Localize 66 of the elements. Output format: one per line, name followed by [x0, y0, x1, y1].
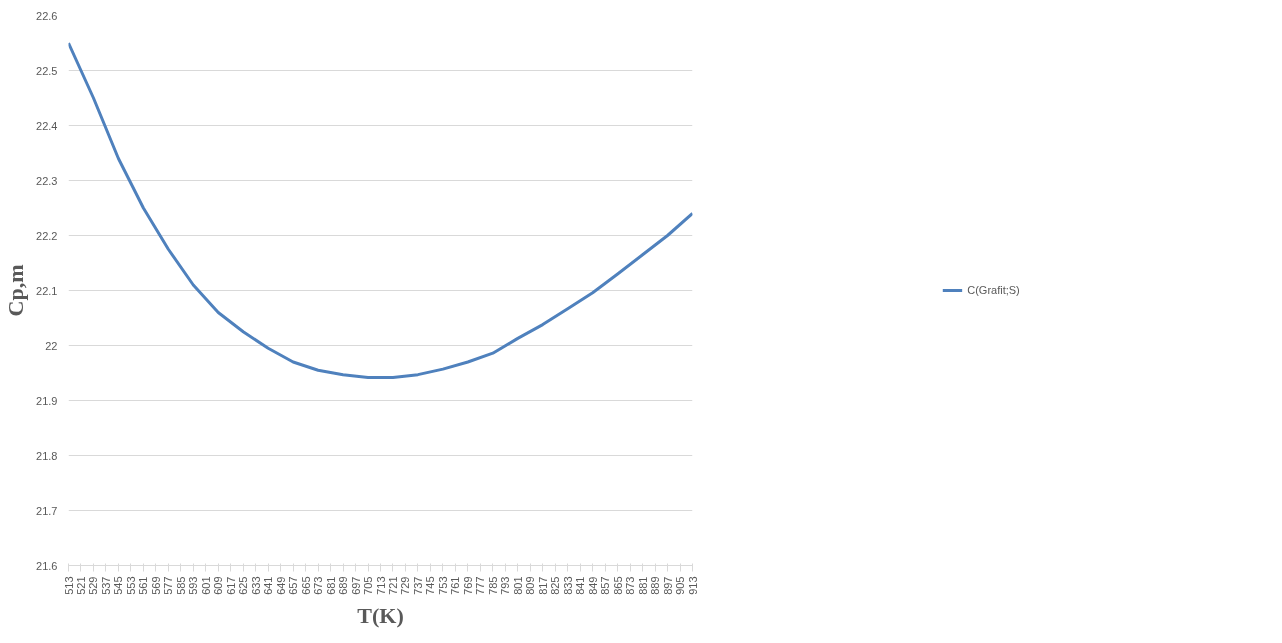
x-tick-label: 913: [686, 576, 699, 595]
x-tick-label: 881: [636, 576, 649, 595]
x-tick-label: 521: [74, 576, 87, 595]
y-tick-label: 22.3: [36, 174, 58, 187]
x-tick-label: 649: [274, 576, 287, 595]
x-tick-label: 561: [137, 576, 150, 595]
x-tick-label: 569: [149, 576, 162, 595]
y-tick-label: 21.9: [36, 394, 58, 407]
y-tick-label: 22: [45, 339, 58, 352]
x-tick-label: 905: [674, 576, 687, 595]
y-tick-label: 21.6: [36, 559, 58, 572]
x-tick-label: 793: [499, 576, 512, 595]
x-axis-title: T(K): [357, 602, 404, 628]
x-tick-label: 705: [362, 576, 375, 595]
y-tick-label: 21.7: [36, 504, 58, 517]
x-tick-label: 769: [461, 576, 474, 595]
x-tick-label: 897: [661, 576, 674, 595]
x-tick-label: 713: [374, 576, 387, 595]
x-tick-label: 577: [162, 576, 175, 595]
x-tick-label: 817: [536, 576, 549, 595]
x-tick-label: 737: [411, 576, 424, 595]
x-tick-label: 801: [511, 576, 524, 595]
x-tick-label: 849: [586, 576, 599, 595]
x-tick-label: 513: [62, 576, 75, 595]
x-tick-label: 721: [386, 576, 399, 595]
x-tick-label: 729: [399, 576, 412, 595]
x-tick-label: 633: [249, 576, 262, 595]
x-tick-label: 809: [524, 576, 537, 595]
x-tick-label: 745: [424, 576, 437, 595]
y-tick-label: 22.5: [36, 64, 58, 77]
x-tick-label: 753: [436, 576, 449, 595]
x-tick-label: 681: [324, 576, 337, 595]
x-tick-label: 857: [599, 576, 612, 595]
y-tick-label: 22.6: [36, 9, 58, 22]
x-tick-label: 841: [574, 576, 587, 595]
x-tick-label: 609: [212, 576, 225, 595]
x-tick-label: 585: [174, 576, 187, 595]
x-tick-label: 673: [312, 576, 325, 595]
x-tick-label: 865: [611, 576, 624, 595]
y-tick-label: 22.1: [36, 284, 58, 297]
x-tick-label: 601: [199, 576, 212, 595]
x-tick-label: 785: [486, 576, 499, 595]
x-tick-label: 833: [561, 576, 574, 595]
x-tick-label: 873: [624, 576, 637, 595]
y-axis-title: Cp,m: [3, 264, 29, 317]
x-tick-label: 537: [99, 576, 112, 595]
x-tick-label: 777: [474, 576, 487, 595]
x-tick-label: 617: [224, 576, 237, 595]
x-tick-label: 625: [237, 576, 250, 595]
x-tick-label: 665: [299, 576, 312, 595]
legend-label: C(Grafit;S): [967, 284, 1020, 296]
x-tick-label: 761: [449, 576, 462, 595]
x-tick-label: 889: [649, 576, 662, 595]
y-tick-label: 21.8: [36, 449, 58, 462]
line-series: [68, 41, 693, 379]
x-tick-label: 641: [262, 576, 275, 595]
y-tick-label: 22.2: [36, 229, 58, 242]
x-tick-label: 657: [287, 576, 300, 595]
x-tick-label: 689: [337, 576, 350, 595]
x-tick-label: 593: [187, 576, 200, 595]
x-tick-label: 697: [349, 576, 362, 595]
x-tick-label: 529: [87, 576, 100, 595]
x-tick-label: 545: [112, 576, 125, 595]
x-tick-label: 825: [549, 576, 562, 595]
y-tick-label: 22.4: [36, 119, 58, 132]
x-tick-label: 553: [124, 576, 137, 595]
